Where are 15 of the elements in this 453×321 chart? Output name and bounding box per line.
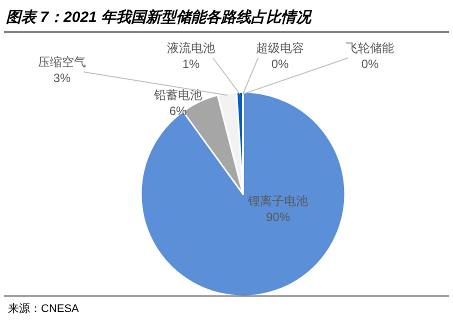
data-label: 6%	[169, 104, 187, 118]
chart-title: 图表 7：2021 年我国新型储能各路线占比情况	[6, 8, 314, 26]
slice-label: 锂离子电池	[247, 194, 308, 208]
source-note: 来源：CNESA	[8, 302, 80, 315]
pie-slice	[140, 91, 346, 297]
category-label: 飞轮储能	[346, 41, 394, 55]
text: 0%	[271, 57, 289, 71]
data-label: 3%	[53, 71, 71, 85]
data-label: 1%	[182, 57, 200, 71]
slice-label: 铅蓄电池	[153, 88, 202, 102]
text: 0%	[361, 57, 379, 71]
data-label: 90%	[266, 210, 290, 224]
category-label: 超级电容	[256, 41, 304, 55]
slice-label: 压缩空气	[38, 55, 86, 69]
slice-label: 液流电池	[167, 41, 215, 55]
